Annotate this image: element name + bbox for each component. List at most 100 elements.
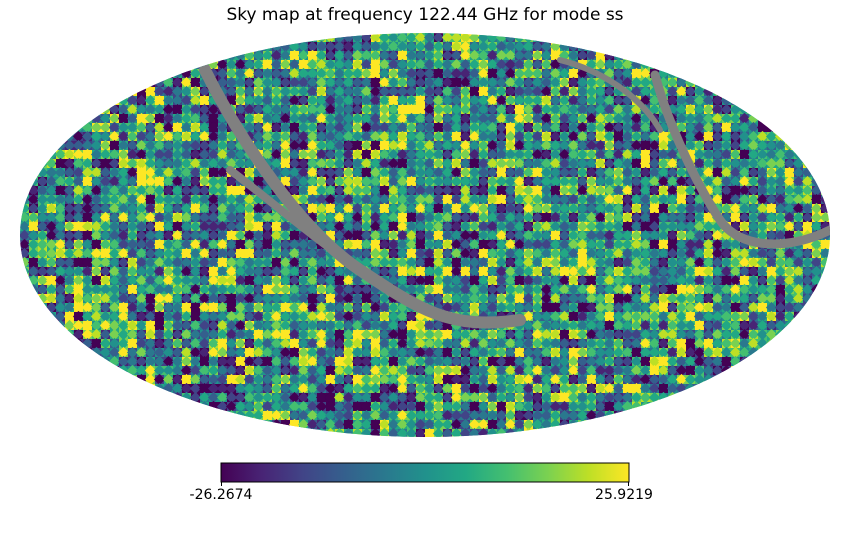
map-pixel — [747, 175, 760, 188]
map-pixel — [486, 184, 499, 197]
map-pixel — [450, 184, 463, 197]
map-pixel — [180, 175, 193, 188]
map-pixel — [414, 148, 427, 161]
map-pixel — [144, 157, 157, 170]
map-pixel — [153, 157, 166, 170]
map-pixel — [333, 40, 346, 53]
map-pixel — [117, 112, 130, 125]
map-pixel — [207, 166, 220, 179]
map-pixel — [306, 94, 319, 107]
map-pixel — [549, 58, 562, 71]
map-pixel — [432, 139, 445, 152]
map-pixel — [396, 58, 409, 71]
map-pixel — [63, 184, 76, 197]
map-pixel — [270, 49, 283, 62]
map-pixel — [351, 58, 364, 71]
map-pixel — [216, 112, 229, 125]
map-pixel — [684, 103, 697, 116]
map-pixel — [558, 121, 571, 134]
map-pixel — [288, 166, 301, 179]
map-pixel — [162, 121, 175, 134]
map-pixel — [513, 184, 526, 197]
map-pixel — [261, 112, 274, 125]
map-pixel — [522, 103, 535, 116]
map-pixel — [549, 112, 562, 125]
map-pixel — [117, 139, 130, 152]
map-pixel — [99, 112, 112, 125]
map-pixel — [351, 67, 364, 80]
map-pixel — [225, 139, 238, 152]
map-pixel — [225, 85, 238, 98]
map-pixel — [297, 58, 310, 71]
map-pixel — [513, 157, 526, 170]
map-pixel — [783, 166, 796, 179]
map-pixel — [666, 184, 679, 197]
map-pixel — [468, 58, 481, 71]
map-pixel — [369, 157, 382, 170]
map-pixel — [252, 49, 265, 62]
map-pixel — [360, 103, 373, 116]
map-pixel — [342, 76, 355, 89]
map-pixel — [495, 40, 508, 53]
map-pixel — [405, 33, 418, 44]
map-pixel — [648, 157, 661, 170]
map-pixel — [495, 67, 508, 80]
map-pixel — [243, 76, 256, 89]
map-pixel — [585, 175, 598, 188]
map-pixel — [234, 139, 247, 152]
map-pixel — [216, 58, 229, 71]
map-pixel — [315, 130, 328, 143]
map-pixel — [675, 94, 688, 107]
map-pixel — [126, 103, 139, 116]
map-pixel — [783, 148, 796, 161]
map-pixel — [495, 148, 508, 161]
map-pixel — [396, 157, 409, 170]
map-pixel — [90, 139, 103, 152]
map-pixel — [693, 157, 706, 170]
map-pixel — [747, 166, 760, 179]
map-pixel — [513, 139, 526, 152]
map-pixel — [342, 148, 355, 161]
map-pixel — [333, 130, 346, 143]
map-pixel — [216, 148, 229, 161]
map-pixel — [108, 175, 121, 188]
map-pixel — [243, 49, 256, 62]
map-pixel — [315, 184, 328, 197]
map-pixel — [225, 58, 238, 71]
map-pixel — [477, 130, 490, 143]
map-pixel — [477, 85, 490, 98]
map-pixel — [747, 157, 760, 170]
map-pixel — [261, 85, 274, 98]
map-pixel — [468, 166, 481, 179]
map-pixel — [558, 85, 571, 98]
map-pixel — [549, 103, 562, 116]
map-pixel — [567, 85, 580, 98]
map-pixel — [54, 184, 67, 197]
map-pixel — [450, 175, 463, 188]
map-pixel — [153, 76, 166, 89]
map-pixel — [54, 175, 67, 188]
map-pixel — [27, 184, 40, 197]
map-pixel — [756, 166, 769, 179]
map-pixel — [540, 121, 553, 134]
map-pixel — [513, 67, 526, 80]
map-pixel — [387, 157, 400, 170]
map-pixel — [279, 49, 292, 62]
map-pixel — [630, 112, 643, 125]
map-pixel — [585, 166, 598, 179]
map-pixel — [567, 103, 580, 116]
map-pixel — [612, 112, 625, 125]
map-pixel — [414, 40, 427, 53]
map-pixel — [171, 193, 184, 206]
map-pixel — [441, 139, 454, 152]
map-pixel — [243, 94, 256, 107]
map-pixel — [630, 139, 643, 152]
map-pixel — [270, 94, 283, 107]
map-pixel — [162, 139, 175, 152]
map-pixel — [441, 121, 454, 134]
map-pixel — [234, 157, 247, 170]
map-pixel — [738, 184, 751, 197]
map-pixel — [135, 175, 148, 188]
map-pixel — [342, 67, 355, 80]
map-pixel — [216, 130, 229, 143]
